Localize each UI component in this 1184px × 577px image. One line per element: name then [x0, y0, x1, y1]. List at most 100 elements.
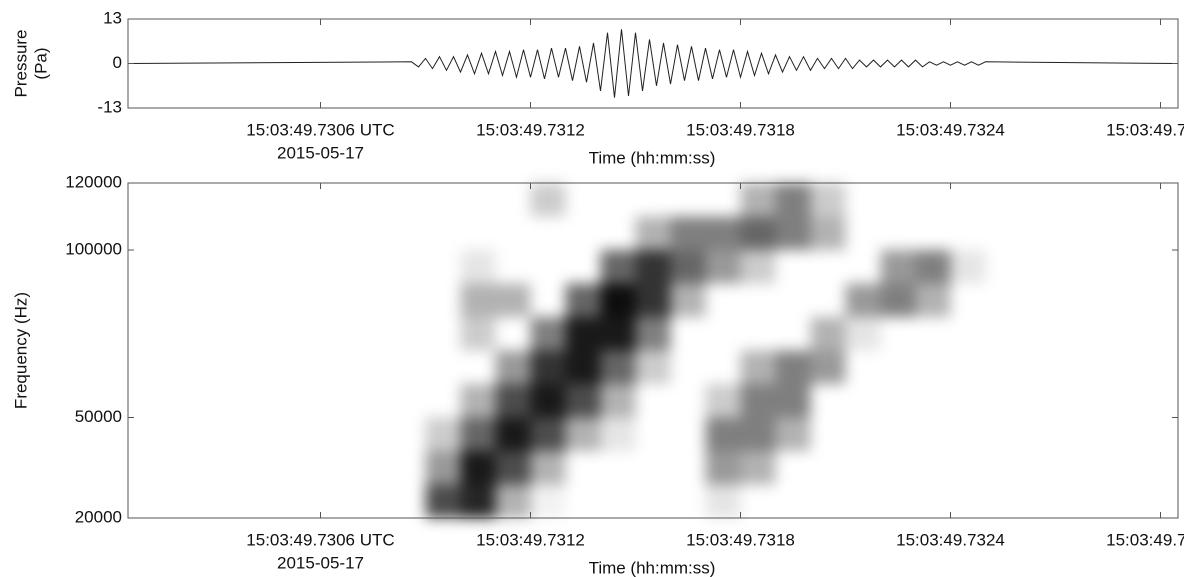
spectrogram-cell: [880, 250, 916, 284]
spectrogram-cell: [460, 451, 496, 485]
spectrogram-cell: [426, 317, 461, 351]
x-tick-label: 15:03:49.7312: [476, 530, 585, 549]
x-date-label: 2015-05-17: [277, 143, 364, 162]
spectrogram-cell: [565, 417, 601, 451]
spectrogram-cell: [1021, 217, 1056, 251]
spectrogram-cell: [880, 283, 916, 317]
spectrogram-cell: [600, 283, 636, 317]
spectrogram-cell: [705, 250, 741, 284]
spectrogram-cell: [671, 351, 706, 385]
spectrogram-cell: [916, 485, 951, 519]
x-date-label: 2015-05-17: [277, 553, 364, 572]
spectrogram-cell: [811, 485, 846, 519]
spectrogram-cell: [705, 216, 741, 250]
spectrogram-cell: [775, 216, 811, 250]
spectrogram-cell: [425, 451, 461, 485]
spectrogram-cell: [636, 183, 671, 217]
spectrogram-cell: [460, 317, 496, 351]
spectrogram-cell: [776, 284, 811, 318]
x-tick-label: 15:03:49.7324: [896, 530, 1005, 549]
y-axis-title: (Pa): [31, 47, 50, 79]
spectrogram-cell: [601, 451, 636, 485]
spectrogram-cell: [495, 451, 531, 485]
spectrogram-cell: [811, 250, 846, 284]
y-tick-label: 13: [103, 8, 122, 27]
spectrogram-cell: [636, 451, 671, 485]
spectrogram-cell: [986, 451, 1021, 485]
spectrogram-cell: [670, 216, 706, 250]
spectrogram-cell: [635, 216, 671, 250]
spectrogram-cell: [881, 485, 916, 519]
spectrogram-cell: [530, 384, 566, 418]
spectrogram-cell: [811, 451, 846, 485]
spectrogram-cell: [776, 250, 811, 284]
y-tick-label: 50000: [75, 407, 122, 426]
spectrogram-cell: [636, 485, 671, 519]
spectrogram-cell: [951, 217, 986, 251]
spectrogram-cell: [565, 317, 601, 351]
spectrogram-cell: [775, 417, 811, 451]
spectrogram-cell: [811, 418, 846, 452]
spectrogram-cell: [635, 350, 671, 384]
spectrogram-cell: [846, 384, 881, 418]
spectrogram-cell: [915, 283, 951, 317]
y-tick-label: 100000: [65, 239, 122, 258]
spectrogram-cell: [600, 250, 636, 284]
spectrogram-cell: [1021, 351, 1056, 385]
spectrogram-cell: [1021, 284, 1056, 318]
spectrogram-cell: [846, 250, 881, 284]
spectrogram-cell: [740, 350, 776, 384]
spectrogram-cell: [740, 384, 776, 418]
spectrogram-cell: [1021, 250, 1056, 284]
x-tick-label: 15:03:49.7330: [1106, 120, 1184, 139]
spectrogram-cell: [881, 384, 916, 418]
spectrogram-cell: [566, 183, 601, 217]
spectrogram-cell: [775, 384, 811, 418]
spectrogram-cell: [951, 317, 986, 351]
spectrogram: [425, 183, 1056, 519]
spectrogram-cell: [740, 183, 776, 217]
spectrogram-cell: [495, 484, 531, 518]
spectrogram-cell: [426, 217, 461, 251]
spectrogram-cell: [810, 317, 846, 351]
spectrogram-cell: [1021, 317, 1056, 351]
spectrogram-cell: [811, 384, 846, 418]
spectrogram-cell: [740, 250, 776, 284]
spectrogram-cell: [530, 484, 566, 518]
spectrogram-cell: [671, 384, 706, 418]
spectrogram-cell: [811, 284, 846, 318]
spectrogram-cell: [741, 485, 776, 519]
spectrogram-cell: [460, 384, 496, 418]
spectrogram-cell: [705, 484, 741, 518]
spectrogram-cell: [495, 283, 531, 317]
spectrogram-cell: [706, 317, 741, 351]
spectrogram-cell: [881, 317, 916, 351]
spectrogram-cell: [915, 250, 951, 284]
spectrogram-cell: [460, 484, 496, 518]
spectrogram-cell: [1021, 183, 1056, 217]
spectrogram-cell: [1021, 485, 1056, 519]
spectrogram-cell: [565, 384, 601, 418]
spectrogram-cell: [671, 183, 706, 217]
spectrogram-cell: [565, 283, 601, 317]
spectrogram-cell: [951, 384, 986, 418]
spectrogram-cell: [810, 350, 846, 384]
spectrogram-cell: [1021, 418, 1056, 452]
x-tick-label: 15:03:49.7324: [896, 120, 1005, 139]
spectrogram-cell: [636, 384, 671, 418]
spectrogram-cell: [635, 283, 671, 317]
spectrogram-cell: [740, 451, 776, 485]
spectrogram-cell: [496, 250, 531, 284]
x-tick-label: 15:03:49.7318: [686, 530, 795, 549]
y-tick-label: 120000: [65, 172, 122, 191]
spectrogram-cell: [495, 350, 531, 384]
spectrogram-cell: [426, 183, 461, 217]
spectrogram-cell: [846, 217, 881, 251]
x-tick-label: 15:03:49.7306 UTC: [246, 120, 394, 139]
y-tick-label: 0: [113, 53, 122, 72]
spectrogram-cell: [531, 250, 566, 284]
spectrogram-cell: [460, 283, 496, 317]
spectrogram-cell: [916, 418, 951, 452]
spectrogram-cell: [986, 183, 1021, 217]
